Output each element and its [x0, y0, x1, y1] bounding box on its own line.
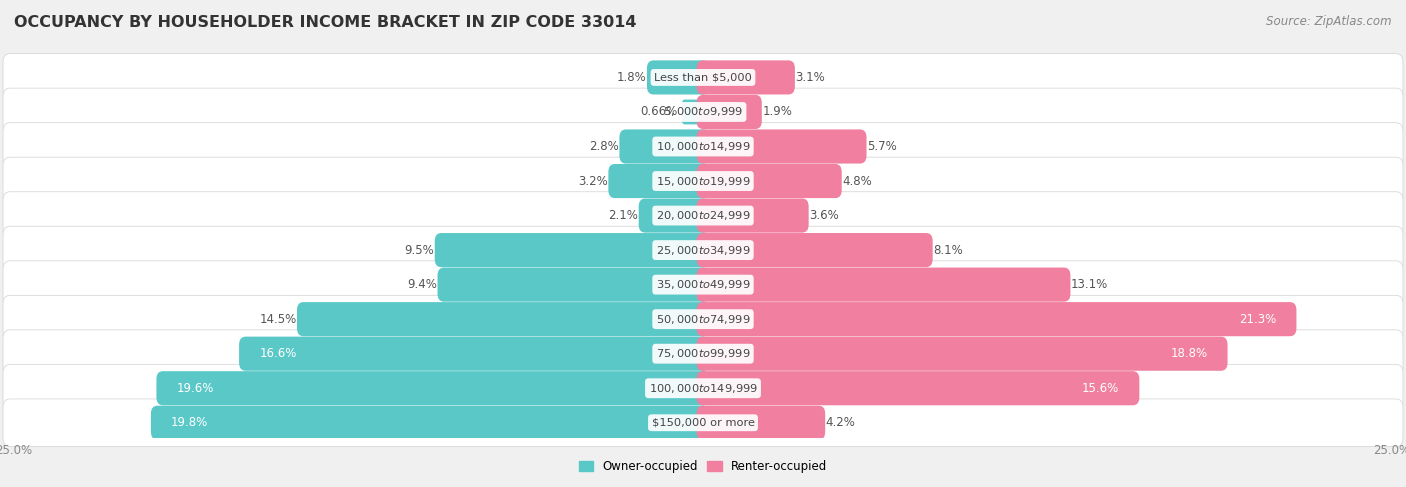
FancyBboxPatch shape: [696, 95, 762, 129]
FancyBboxPatch shape: [434, 233, 710, 267]
FancyBboxPatch shape: [3, 330, 1403, 377]
FancyBboxPatch shape: [3, 88, 1403, 136]
Text: 3.1%: 3.1%: [796, 71, 825, 84]
FancyBboxPatch shape: [638, 199, 710, 233]
FancyBboxPatch shape: [696, 130, 866, 164]
FancyBboxPatch shape: [3, 192, 1403, 240]
Text: 3.6%: 3.6%: [808, 209, 839, 222]
Text: $25,000 to $34,999: $25,000 to $34,999: [655, 244, 751, 257]
FancyBboxPatch shape: [3, 399, 1403, 447]
Text: 18.8%: 18.8%: [1170, 347, 1208, 360]
FancyBboxPatch shape: [609, 164, 710, 198]
Text: 19.8%: 19.8%: [172, 416, 208, 429]
FancyBboxPatch shape: [696, 302, 1296, 336]
Text: 19.6%: 19.6%: [177, 382, 214, 395]
Text: Source: ZipAtlas.com: Source: ZipAtlas.com: [1267, 15, 1392, 28]
FancyBboxPatch shape: [620, 130, 710, 164]
Text: $50,000 to $74,999: $50,000 to $74,999: [655, 313, 751, 326]
FancyBboxPatch shape: [696, 233, 932, 267]
Text: $20,000 to $24,999: $20,000 to $24,999: [655, 209, 751, 222]
FancyBboxPatch shape: [3, 295, 1403, 343]
Text: 5.7%: 5.7%: [868, 140, 897, 153]
FancyBboxPatch shape: [3, 364, 1403, 412]
Text: 4.8%: 4.8%: [842, 174, 872, 187]
FancyBboxPatch shape: [696, 164, 842, 198]
FancyBboxPatch shape: [3, 54, 1403, 101]
Text: 15.6%: 15.6%: [1081, 382, 1119, 395]
FancyBboxPatch shape: [696, 337, 1227, 371]
FancyBboxPatch shape: [3, 157, 1403, 205]
FancyBboxPatch shape: [696, 60, 794, 94]
FancyBboxPatch shape: [3, 123, 1403, 170]
FancyBboxPatch shape: [696, 406, 825, 440]
Text: OCCUPANCY BY HOUSEHOLDER INCOME BRACKET IN ZIP CODE 33014: OCCUPANCY BY HOUSEHOLDER INCOME BRACKET …: [14, 15, 637, 30]
Text: 21.3%: 21.3%: [1239, 313, 1277, 326]
Text: 9.4%: 9.4%: [408, 278, 437, 291]
Text: 1.9%: 1.9%: [762, 106, 792, 118]
Text: 2.8%: 2.8%: [589, 140, 619, 153]
FancyBboxPatch shape: [239, 337, 710, 371]
Text: 4.2%: 4.2%: [825, 416, 855, 429]
FancyBboxPatch shape: [682, 99, 706, 124]
FancyBboxPatch shape: [696, 371, 1139, 405]
Text: $5,000 to $9,999: $5,000 to $9,999: [664, 106, 742, 118]
FancyBboxPatch shape: [3, 226, 1403, 274]
Text: $150,000 or more: $150,000 or more: [651, 418, 755, 428]
Text: 2.1%: 2.1%: [609, 209, 638, 222]
Text: $35,000 to $49,999: $35,000 to $49,999: [655, 278, 751, 291]
FancyBboxPatch shape: [297, 302, 710, 336]
FancyBboxPatch shape: [156, 371, 710, 405]
Text: 3.2%: 3.2%: [578, 174, 607, 187]
Legend: Owner-occupied, Renter-occupied: Owner-occupied, Renter-occupied: [574, 455, 832, 478]
Text: 13.1%: 13.1%: [1071, 278, 1108, 291]
FancyBboxPatch shape: [647, 60, 710, 94]
FancyBboxPatch shape: [3, 261, 1403, 308]
Text: $10,000 to $14,999: $10,000 to $14,999: [655, 140, 751, 153]
FancyBboxPatch shape: [696, 267, 1070, 301]
FancyBboxPatch shape: [150, 406, 710, 440]
Text: 16.6%: 16.6%: [259, 347, 297, 360]
Text: Less than $5,000: Less than $5,000: [654, 73, 752, 82]
FancyBboxPatch shape: [696, 199, 808, 233]
Text: 14.5%: 14.5%: [259, 313, 297, 326]
FancyBboxPatch shape: [437, 267, 710, 301]
Text: 0.66%: 0.66%: [641, 106, 678, 118]
Text: $75,000 to $99,999: $75,000 to $99,999: [655, 347, 751, 360]
Text: $15,000 to $19,999: $15,000 to $19,999: [655, 174, 751, 187]
Text: 1.8%: 1.8%: [617, 71, 647, 84]
Text: 8.1%: 8.1%: [934, 244, 963, 257]
Text: 9.5%: 9.5%: [405, 244, 434, 257]
Text: $100,000 to $149,999: $100,000 to $149,999: [648, 382, 758, 395]
